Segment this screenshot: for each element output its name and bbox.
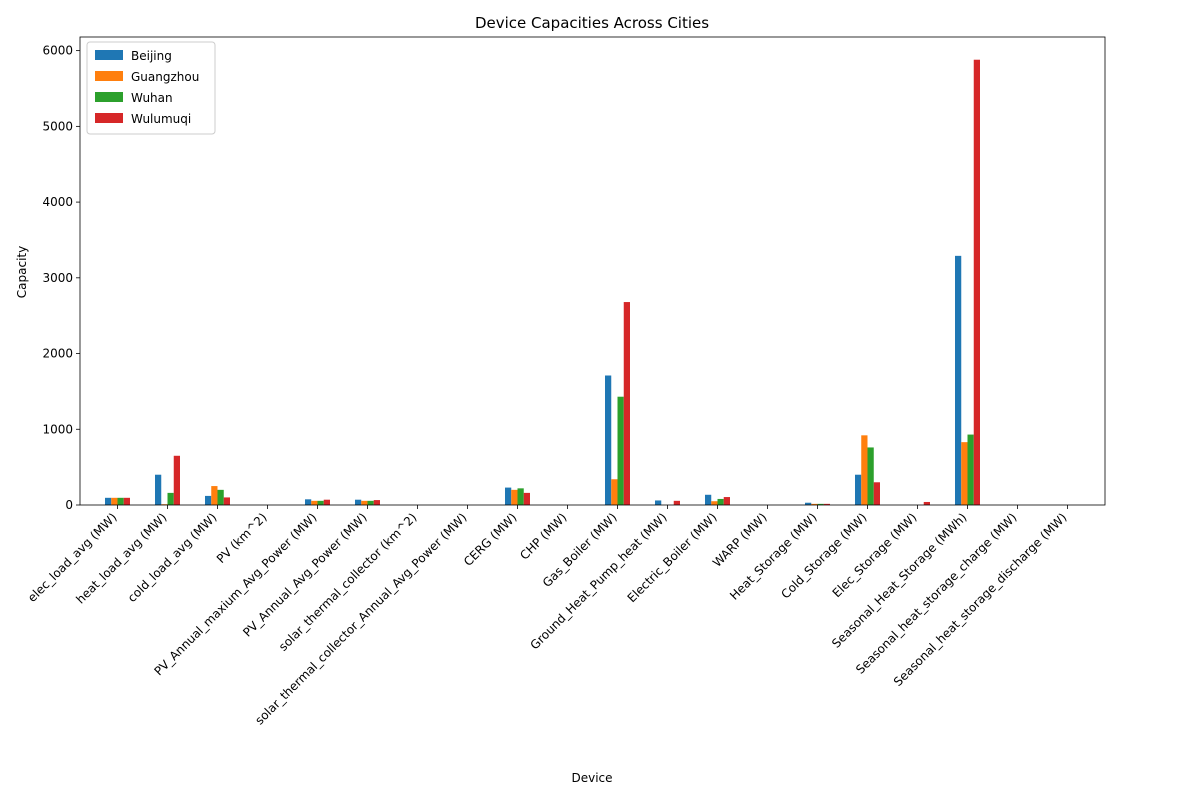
bar xyxy=(373,500,380,505)
bar xyxy=(105,497,112,505)
bar xyxy=(517,488,524,505)
bar xyxy=(967,434,974,505)
bar xyxy=(811,503,818,505)
legend-label: Beijing xyxy=(131,49,172,63)
bar xyxy=(305,499,312,505)
bar xyxy=(511,489,518,505)
y-tick-label: 3000 xyxy=(42,271,73,285)
bar xyxy=(867,447,874,505)
bar xyxy=(705,494,712,505)
bar xyxy=(361,500,368,505)
bar xyxy=(367,500,374,505)
bar xyxy=(211,486,218,505)
bar xyxy=(617,396,624,505)
y-tick-label: 0 xyxy=(65,498,73,512)
bar xyxy=(311,500,318,505)
bar xyxy=(855,474,862,505)
bar xyxy=(861,435,868,505)
bar xyxy=(155,474,162,505)
legend-label: Wulumuqi xyxy=(131,112,191,126)
bar xyxy=(961,442,968,505)
x-axis-label: Device xyxy=(571,771,612,785)
legend-swatch xyxy=(95,50,123,60)
y-tick-label: 6000 xyxy=(42,44,73,58)
y-tick-label: 5000 xyxy=(42,119,73,133)
bar xyxy=(323,499,330,505)
bar xyxy=(605,375,612,505)
y-tick-label: 1000 xyxy=(42,422,73,436)
legend-box xyxy=(86,41,216,135)
legend-label: Wuhan xyxy=(131,91,173,105)
bar xyxy=(923,501,930,505)
bar xyxy=(673,500,680,505)
bar xyxy=(167,492,174,505)
bar xyxy=(817,503,824,505)
bar xyxy=(711,501,718,505)
bar xyxy=(955,255,962,505)
bar xyxy=(623,302,630,505)
legend-swatch xyxy=(95,92,123,102)
bar xyxy=(873,482,880,505)
bar xyxy=(611,479,618,505)
legend-swatch xyxy=(95,71,123,81)
bar xyxy=(217,489,224,505)
bar xyxy=(655,500,662,505)
axes-frame xyxy=(79,36,1106,506)
y-axis-label: Capacity xyxy=(15,246,29,298)
bar xyxy=(973,59,980,505)
bar xyxy=(223,497,230,505)
bar xyxy=(173,455,180,505)
y-tick-label: 4000 xyxy=(42,195,73,209)
bar xyxy=(523,492,530,505)
bar xyxy=(111,497,118,505)
bar xyxy=(123,497,130,505)
legend-label: Guangzhou xyxy=(131,70,199,84)
bar xyxy=(117,497,124,505)
legend: Beijing Guangzhou Wuhan Wulumuqi xyxy=(86,41,216,135)
legend-swatch xyxy=(95,113,123,123)
bar xyxy=(723,497,730,505)
bar xyxy=(205,495,212,505)
bar xyxy=(805,502,812,505)
bar xyxy=(505,487,512,505)
bar xyxy=(317,500,324,505)
bar xyxy=(355,499,362,505)
bar xyxy=(717,498,724,505)
y-tick-label: 2000 xyxy=(42,347,73,361)
chart-title: Device Capacities Across Cities xyxy=(475,14,709,32)
bar xyxy=(823,503,830,505)
